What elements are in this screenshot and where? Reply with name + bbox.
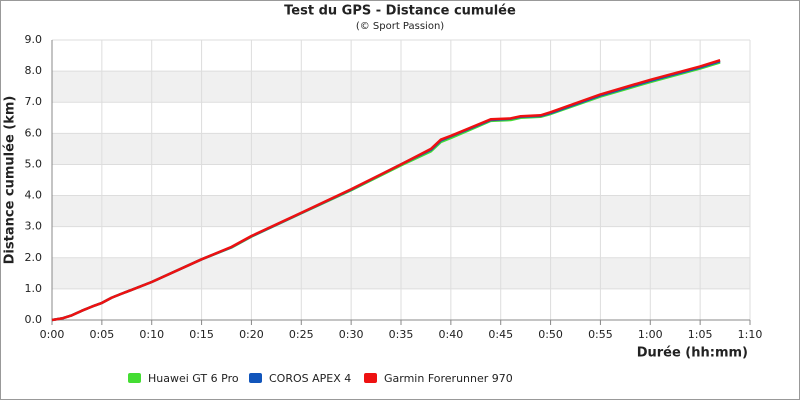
x-tick-label: 1:05 (688, 328, 713, 341)
legend-swatch (364, 373, 377, 383)
x-axis-label: Durée (hh:mm) (637, 346, 748, 361)
x-tick-label: 0:40 (439, 328, 464, 341)
x-tick-label: 0:05 (90, 328, 115, 341)
legend-label: Huawei GT 6 Pro (148, 372, 239, 385)
x-tick-label: 1:10 (738, 328, 763, 341)
legend-label: Garmin Forerunner 970 (384, 372, 513, 385)
y-tick-label: 1.0 (25, 282, 43, 295)
x-tick-label: 0:15 (189, 328, 214, 341)
x-tick-label: 1:00 (638, 328, 663, 341)
chart-title: Test du GPS - Distance cumulée (284, 4, 516, 19)
x-tick-label: 0:35 (389, 328, 414, 341)
x-tick-label: 0:45 (488, 328, 513, 341)
y-tick-label: 9.0 (25, 33, 43, 46)
y-tick-label: 5.0 (25, 157, 43, 170)
legend-swatch (128, 373, 141, 383)
legend-label: COROS APEX 4 (269, 372, 351, 385)
y-axis-label: Distance cumulée (km) (3, 96, 18, 265)
chart-subtitle: (© Sport Passion) (356, 21, 444, 32)
x-tick-label: 0:55 (588, 328, 613, 341)
y-tick-label: 4.0 (25, 189, 43, 202)
legend-swatch (249, 373, 262, 383)
x-tick-label: 0:00 (40, 328, 65, 341)
x-tick-label: 0:30 (339, 328, 364, 341)
y-tick-label: 6.0 (25, 126, 43, 139)
series-line (51, 59, 721, 322)
x-tick-label: 0:20 (239, 328, 264, 341)
y-tick-label: 8.0 (25, 64, 43, 77)
x-tick-label: 0:10 (139, 328, 164, 341)
y-tick-label: 7.0 (25, 95, 43, 108)
y-tick-label: 3.0 (25, 220, 43, 233)
y-tick-label: 0.0 (25, 313, 43, 326)
x-tick-label: 0:50 (538, 328, 563, 341)
x-tick-label: 0:25 (289, 328, 314, 341)
y-tick-label: 2.0 (25, 251, 43, 264)
